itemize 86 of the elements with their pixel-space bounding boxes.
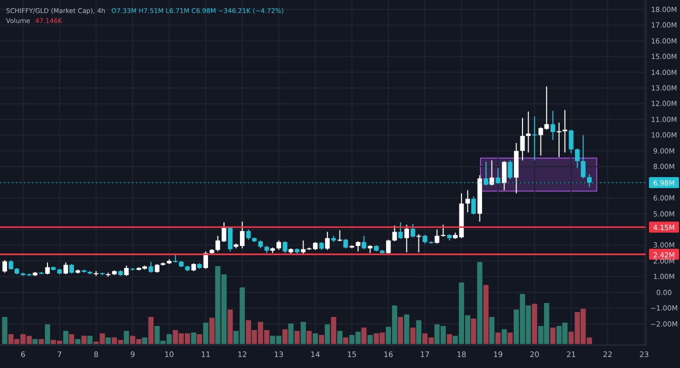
candlestick: [568, 129, 574, 154]
candlestick: [532, 116, 537, 161]
bar: [532, 304, 538, 344]
candlestick: [587, 174, 592, 188]
candlestick: [2, 260, 8, 274]
bar: [63, 330, 68, 344]
bar: [337, 330, 342, 344]
bar: [368, 334, 373, 344]
bar: [470, 318, 476, 344]
bar: [300, 322, 306, 344]
bar: [148, 316, 154, 344]
candlestick: [440, 224, 446, 238]
candlestick: [471, 196, 476, 216]
candlestick: [575, 148, 580, 169]
bar: [489, 316, 494, 344]
candlestick: [69, 264, 74, 274]
candlestick: [338, 230, 342, 242]
candlestick: [404, 224, 409, 253]
candlestick: [416, 234, 422, 253]
candlestick: [228, 226, 232, 252]
bar: [502, 329, 507, 344]
bar: [228, 310, 233, 344]
bar: [75, 339, 80, 344]
bar: [550, 328, 556, 344]
candlestick: [362, 235, 366, 250]
candlestick: [45, 262, 50, 275]
bar: [196, 334, 202, 344]
bar: [312, 333, 318, 344]
bar: [361, 328, 367, 344]
bar: [124, 330, 130, 344]
bar: [87, 336, 92, 344]
bar: [477, 262, 482, 344]
candlestick: [550, 110, 556, 140]
candlestick: [508, 160, 512, 180]
candlestick: [520, 117, 525, 161]
candlestick: [526, 111, 531, 153]
candlestick: [282, 240, 288, 254]
bar: [69, 334, 74, 344]
candlestick: [392, 225, 397, 242]
candlestick: [325, 231, 330, 250]
bar: [209, 318, 215, 344]
bar: [38, 339, 44, 344]
bar: [398, 316, 404, 344]
candlestick: [246, 228, 251, 240]
bar: [410, 328, 416, 344]
bar: [106, 337, 111, 344]
candlestick: [502, 160, 507, 191]
bar: [483, 284, 489, 344]
bar: [404, 314, 410, 344]
candlestick: [148, 261, 154, 274]
bar: [203, 322, 208, 344]
candlestick: [410, 223, 416, 238]
bar: [495, 332, 501, 344]
bar: [142, 337, 148, 344]
bar: [446, 334, 452, 344]
candlestick: [496, 168, 500, 184]
bar: [324, 324, 330, 344]
candlestick: [562, 110, 568, 153]
candlestick: [484, 161, 488, 186]
bar: [2, 316, 8, 344]
candlestick: [465, 190, 470, 213]
bar: [416, 320, 422, 344]
bar: [507, 332, 513, 344]
candlestick: [398, 222, 403, 240]
candlestick: [8, 260, 14, 270]
bar: [32, 339, 38, 344]
bar: [330, 316, 336, 344]
candlestick: [63, 262, 68, 275]
candlestick: [490, 160, 494, 186]
bar: [282, 329, 288, 344]
candlestick: [580, 134, 586, 179]
bar: [306, 330, 312, 344]
bar: [288, 324, 294, 344]
candlestick: [556, 122, 562, 158]
bar: [294, 330, 300, 344]
candlestick: [276, 240, 282, 250]
bar: [44, 324, 50, 344]
candlestick: [356, 240, 360, 252]
bar: [318, 334, 324, 344]
bar: [81, 336, 87, 344]
candlestick: [434, 228, 440, 244]
bar: [191, 332, 196, 344]
candlestick: [343, 238, 348, 249]
candlestick: [386, 239, 391, 254]
bar: [343, 337, 348, 344]
candlestick: [124, 265, 129, 276]
